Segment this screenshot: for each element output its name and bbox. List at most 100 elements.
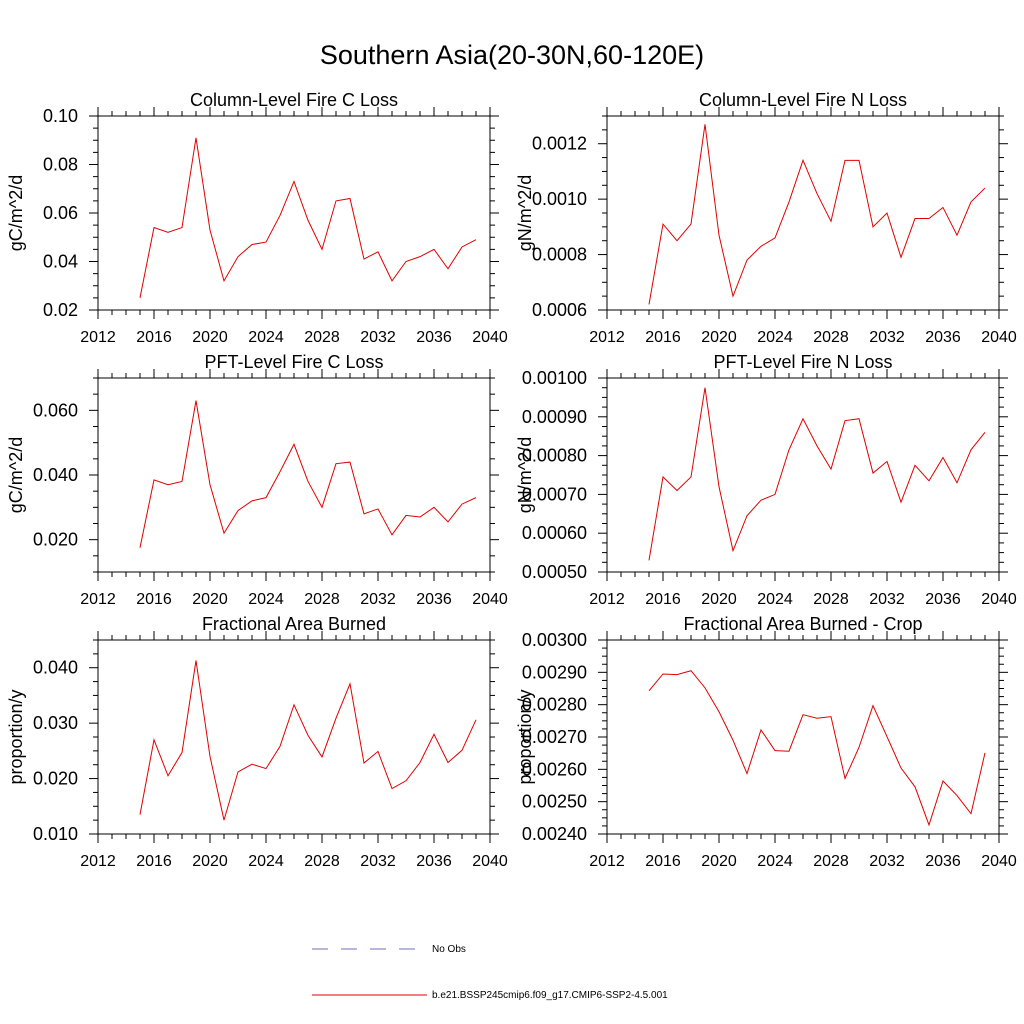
fraction-area-burned-xtick-label: 2024 (248, 853, 284, 870)
pft-fire-n-loss-ylabel: gN/m^2/d (515, 437, 535, 513)
column-fire-c-loss-xtick-label: 2016 (136, 329, 172, 346)
column-fire-c-loss-ylabel: gC/m^2/d (6, 175, 26, 251)
pft-fire-n-loss-xtick-label: 2032 (869, 591, 905, 608)
column-fire-n-loss-chart: Column-Level Fire N Loss gN/m^2/d 2012 2016… (515, 90, 1017, 346)
legend-obs-line (312, 948, 422, 950)
fraction-area-burned-crop-ytick-label: 0.00290 (522, 662, 587, 682)
pft-fire-c-loss-xtick-label: 2020 (192, 591, 228, 608)
fraction-area-burned-title: Fractional Area Burned (202, 614, 386, 634)
fraction-area-burned-xtick-label: 2040 (472, 853, 508, 870)
pft-fire-c-loss-xtick-label: 2028 (304, 591, 340, 608)
column-fire-c-loss-xtick-label: 2028 (304, 329, 340, 346)
fraction-area-burned-crop-ylabel: proportion/y (515, 689, 535, 784)
fraction-area-burned-xtick-label: 2032 (360, 853, 396, 870)
column-fire-c-loss-xtick-label: 2020 (192, 329, 228, 346)
pft-fire-n-loss-ytick-label: 0.00070 (522, 484, 587, 504)
pft-fire-c-loss-xtick-label: 2036 (416, 591, 452, 608)
pft-fire-c-loss-series-line (139, 400, 477, 548)
column-fire-c-loss-xtick-label: 2040 (472, 329, 508, 346)
fraction-area-burned-crop-ytick-label: 0.00270 (522, 727, 587, 747)
pft-fire-c-loss-title: PFT-Level Fire C Loss (204, 352, 383, 372)
pft-fire-n-loss-frame (606, 377, 1000, 573)
fraction-area-burned-frame (97, 639, 491, 835)
fraction-area-burned-crop-xtick-label: 2028 (813, 853, 849, 870)
pft-fire-n-loss-ytick-label: 0.00080 (522, 446, 587, 466)
column-fire-n-loss-ytick-label: 0.0010 (532, 189, 587, 209)
pft-fire-n-loss-xtick-label: 2028 (813, 591, 849, 608)
column-fire-n-loss-xtick-label: 2040 (981, 329, 1017, 346)
column-fire-c-loss-ytick-label: 0.02 (43, 300, 78, 320)
figure-title: Southern Asia(20-30N,60-120E) (319, 40, 705, 70)
fraction-area-burned-ylabel: proportion/y (6, 689, 26, 784)
column-fire-n-loss-ytick-label: 0.0008 (532, 245, 587, 265)
fraction-area-burned-crop-xtick-label: 2040 (981, 853, 1017, 870)
column-fire-n-loss-xtick-label: 2036 (925, 329, 961, 346)
column-fire-c-loss-xtick-label: 2012 (80, 329, 116, 346)
column-fire-c-loss-xtick-label: 2032 (360, 329, 396, 346)
pft-fire-c-loss-chart: PFT-Level Fire C Loss gC/m^2/d 2012 2016 202… (6, 352, 508, 608)
fraction-area-burned-crop-ytick-label: 0.00250 (522, 792, 587, 812)
column-fire-c-loss-ytick-label: 0.06 (43, 203, 78, 223)
pft-fire-n-loss-title: PFT-Level Fire N Loss (713, 352, 892, 372)
pft-fire-n-loss-xtick-label: 2036 (925, 591, 961, 608)
fraction-area-burned-series-line (139, 660, 477, 821)
fraction-area-burned-crop-ytick-label: 0.00300 (522, 630, 587, 650)
column-fire-n-loss-xtick-label: 2028 (813, 329, 849, 346)
pft-fire-c-loss-xtick-label: 2024 (248, 591, 284, 608)
column-fire-c-loss-ytick-label: 0.04 (43, 252, 78, 272)
fraction-area-burned-crop-ytick-label: 0.00260 (522, 759, 587, 779)
fraction-area-burned-ytick-label: 0.040 (33, 658, 78, 678)
column-fire-n-loss-ylabel: gN/m^2/d (515, 175, 535, 251)
column-fire-c-loss-series-line (139, 137, 477, 298)
column-fire-c-loss-ytick-label: 0.10 (43, 106, 78, 126)
fraction-area-burned-crop-xtick-label: 2016 (645, 853, 681, 870)
column-fire-c-loss-frame (97, 115, 491, 311)
fraction-area-burned-xtick-label: 2016 (136, 853, 172, 870)
fraction-area-burned-crop-ytick-label: 0.00280 (522, 695, 587, 715)
column-fire-c-loss-xtick-label: 2036 (416, 329, 452, 346)
pft-fire-n-loss-series-line (648, 387, 986, 561)
pft-fire-n-loss-chart: PFT-Level Fire N Loss gN/m^2/d 2012 2016 202… (515, 352, 1017, 608)
pft-fire-n-loss-xtick-label: 2012 (589, 591, 625, 608)
column-fire-n-loss-series-line (648, 124, 986, 305)
pft-fire-c-loss-xtick-label: 2040 (472, 591, 508, 608)
column-fire-c-loss-ytick-label: 0.08 (43, 155, 78, 175)
fraction-area-burned-xtick-label: 2028 (304, 853, 340, 870)
pft-fire-n-loss-xtick-label: 2020 (701, 591, 737, 608)
fraction-area-burned-crop-frame (606, 639, 1000, 835)
legend-model-line (312, 994, 427, 996)
column-fire-n-loss-xtick-label: 2016 (645, 329, 681, 346)
fraction-area-burned-xtick-label: 2020 (192, 853, 228, 870)
fraction-area-burned-xtick-label: 2012 (80, 853, 116, 870)
pft-fire-n-loss-ytick-label: 0.00090 (522, 407, 587, 427)
pft-fire-n-loss-ytick-label: 0.00060 (522, 523, 587, 543)
fraction-area-burned-crop-series-line (648, 670, 986, 827)
pft-fire-n-loss-xtick-label: 2024 (757, 591, 793, 608)
pft-fire-n-loss-ytick-label: 0.00050 (522, 562, 587, 582)
fraction-area-burned-crop-xtick-label: 2024 (757, 853, 793, 870)
pft-fire-c-loss-xtick-label: 2012 (80, 591, 116, 608)
column-fire-c-loss-chart: Column-Level Fire C Loss gC/m^2/d 2012 2016… (6, 90, 508, 346)
pft-fire-c-loss-xtick-label: 2016 (136, 591, 172, 608)
column-fire-c-loss-xtick-label: 2024 (248, 329, 284, 346)
fraction-area-burned-crop-xtick-label: 2020 (701, 853, 737, 870)
legend-model-label: b.e21.BSSP245cmip6.f09_g17.CMIP6-SSP2-4.… (432, 990, 668, 1001)
column-fire-n-loss-xtick-label: 2024 (757, 329, 793, 346)
fraction-area-burned-crop-xtick-label: 2036 (925, 853, 961, 870)
column-fire-n-loss-xtick-label: 2020 (701, 329, 737, 346)
pft-fire-n-loss-xtick-label: 2016 (645, 591, 681, 608)
fraction-area-burned-crop-ytick-label: 0.00240 (522, 824, 587, 844)
fraction-area-burned-ytick-label: 0.020 (33, 769, 78, 789)
pft-fire-n-loss-xtick-label: 2040 (981, 591, 1017, 608)
fraction-area-burned-crop-chart: Fractional Area Burned - Crop proportion/… (515, 614, 1017, 870)
fraction-area-burned-chart: Fractional Area Burned proportion/y 2012 20… (6, 614, 508, 870)
pft-fire-c-loss-frame (97, 377, 491, 573)
column-fire-n-loss-xtick-label: 2032 (869, 329, 905, 346)
fraction-area-burned-xtick-label: 2036 (416, 853, 452, 870)
fraction-area-burned-crop-xtick-label: 2012 (589, 853, 625, 870)
fraction-area-burned-crop-xtick-label: 2032 (869, 853, 905, 870)
legend-obs-label: No Obs (432, 944, 466, 955)
fraction-area-burned-crop-title: Fractional Area Burned - Crop (683, 614, 922, 634)
pft-fire-c-loss-ylabel: gC/m^2/d (6, 437, 26, 513)
column-fire-n-loss-title: Column-Level Fire N Loss (699, 90, 907, 110)
